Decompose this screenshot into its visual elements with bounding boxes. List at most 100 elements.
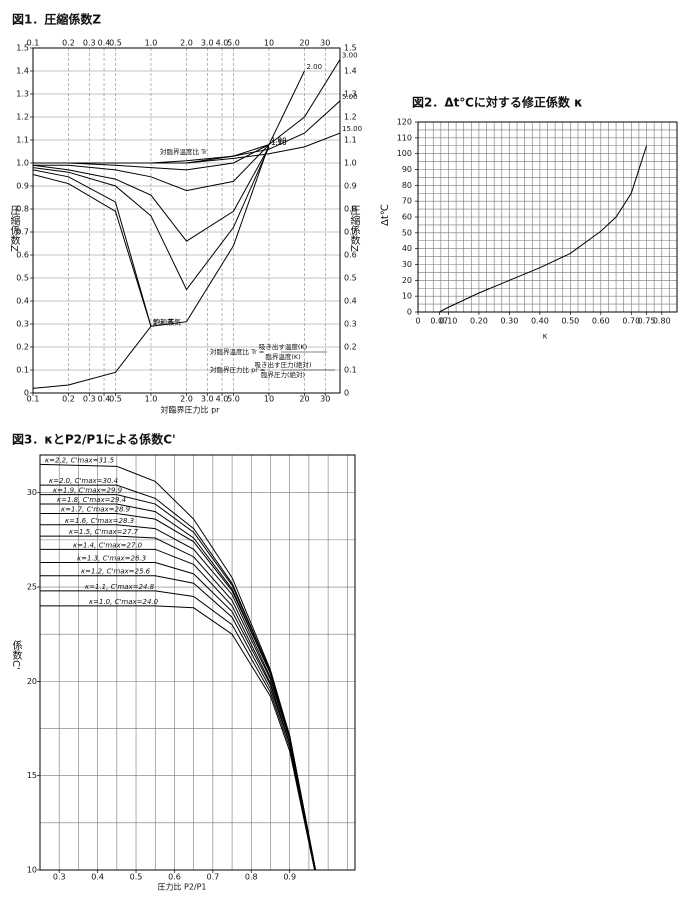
- y-axis-title: 圧縮係数Z: [8, 205, 20, 252]
- x-tick-label-top: 0.4: [98, 39, 111, 48]
- plot-frame: [417, 121, 678, 313]
- x-tick-label: 0.75: [638, 317, 656, 326]
- plot-frame: [39, 454, 356, 871]
- y-tick-label: 0.2: [16, 343, 29, 352]
- annotation: 対臨界温度比 Tr: [160, 147, 207, 156]
- x-tick-label: 0.40: [531, 317, 549, 326]
- x-tick-label: 0.07: [430, 317, 448, 326]
- x-tick-label: 1.0: [145, 395, 158, 404]
- y-tick-label: 120: [397, 118, 412, 127]
- annotation: 対臨界圧力比 pr =: [210, 365, 265, 374]
- annotation: 対臨界温度比 Tr =: [210, 347, 264, 356]
- y-tick-label: 0: [24, 389, 29, 398]
- x-tick-label: 0.5: [109, 395, 122, 404]
- curve: [40, 575, 316, 870]
- curve-label: κ=1.6, C'max=28.3: [65, 517, 134, 525]
- x-tick-label-top: 5.0: [227, 39, 240, 48]
- x-tick-label-top: 0.1: [27, 39, 40, 48]
- y-tick-label: 0: [407, 308, 412, 317]
- y-tick-label: 1.3: [16, 90, 29, 99]
- curve: [33, 132, 340, 164]
- curve: [40, 463, 316, 870]
- y-tick-label-right: 0.9: [344, 182, 357, 191]
- x-tick-label-top: 20: [299, 39, 309, 48]
- y-tick-label: 30: [27, 488, 37, 497]
- y-tick-label-right: 0.7: [344, 228, 357, 237]
- x-tick-label: 0.4: [91, 873, 104, 882]
- curve-label: 3.00: [342, 52, 358, 60]
- curve: [33, 174, 152, 327]
- x-tick-label: 0.2: [62, 395, 75, 404]
- curve: [33, 146, 270, 291]
- curve-label: 2.00: [306, 63, 322, 71]
- curve: [33, 146, 270, 242]
- y-tick-label: 40: [402, 244, 412, 253]
- x-tick-label: 0.1: [27, 395, 40, 404]
- y-tick-label-right: 0.8: [344, 205, 357, 214]
- curve-label: κ=2.0, C'max=30.4: [49, 477, 118, 485]
- y-tick-label: 70: [402, 197, 412, 206]
- curve-label: κ=1.2, C'max=25.6: [81, 568, 151, 576]
- y-tick-label-right: 0.3: [344, 320, 357, 329]
- x-tick-label: 3.0: [201, 395, 214, 404]
- y-tick-label: 0.7: [16, 228, 29, 237]
- y-axis-title-right: 圧縮係数Z: [348, 205, 360, 252]
- curve-label: κ=1.9, C'max=29.9: [53, 487, 123, 495]
- curve-label: 1.20: [271, 139, 287, 147]
- y-tick-label-right: 0.1: [344, 366, 357, 375]
- y-tick-label-right: 0.6: [344, 251, 357, 260]
- x-tick-label: 0.50: [561, 317, 579, 326]
- y-tick-label: 50: [402, 228, 412, 237]
- y-tick-label: 25: [27, 583, 37, 592]
- curve: [40, 562, 316, 870]
- x-tick-label-top: 1.0: [145, 39, 158, 48]
- y-tick-label-right: 0.4: [344, 297, 357, 306]
- curve: [40, 605, 316, 870]
- x-tick-label: 0.20: [470, 317, 488, 326]
- y-tick-label: 1.2: [16, 113, 29, 122]
- x-tick-label: 0.30: [501, 317, 519, 326]
- x-tick-label: 0.4: [98, 395, 111, 404]
- y-tick-label: 60: [402, 213, 412, 222]
- curve-label: 1.50: [271, 137, 287, 145]
- x-tick-label: 0.80: [653, 317, 671, 326]
- x-tick-label-top: 0.5: [109, 39, 122, 48]
- x-tick-label-top: 0.3: [83, 39, 96, 48]
- x-tick-label-top: 30: [320, 39, 330, 48]
- y-tick-label-right: 0.5: [344, 274, 357, 283]
- y-tick-label-right: 1.4: [344, 67, 357, 76]
- curve-label: 1.10: [271, 139, 287, 147]
- y-tick-label-right: 1.5: [344, 44, 357, 53]
- y-tick-label: 1.1: [16, 136, 29, 145]
- y-axis-title: 係数C': [10, 640, 22, 670]
- y-tick-label: 0.8: [16, 205, 29, 214]
- curve-label: κ=1.0, C'max=24.0: [89, 598, 159, 606]
- x-tick-label: 0.10: [440, 317, 458, 326]
- x-tick-label: 0.3: [83, 395, 96, 404]
- x-tick-label: 0.3: [53, 873, 66, 882]
- y-tick-label: 15: [27, 771, 37, 780]
- curve-label: κ=1.4, C'max=27.0: [73, 541, 143, 549]
- curve-label: 15.00: [342, 125, 362, 133]
- y-tick-label: 0.3: [16, 320, 29, 329]
- x-tick-label-top: 2.0: [180, 39, 193, 48]
- y-tick-label: 1.0: [16, 159, 29, 168]
- y-tick-label: 100: [397, 149, 412, 158]
- annotation: 吸き出す温度(K): [259, 342, 307, 351]
- x-tick-label-top: 10: [264, 39, 274, 48]
- curve-label: 飽和液: [153, 317, 174, 326]
- y-tick-label-right: 1.1: [344, 136, 357, 145]
- y-tick-label: 10: [402, 292, 412, 301]
- y-tick-label: 0.9: [16, 182, 29, 191]
- x-tick-label: 4.0: [216, 395, 229, 404]
- y-tick-label: 0.6: [16, 251, 29, 260]
- y-tick-label: 20: [27, 677, 37, 686]
- y-tick-label: 10: [27, 866, 37, 875]
- x-axis-title: 圧力比 P2/P1: [157, 882, 206, 892]
- x-tick-label-top: 4.0: [216, 39, 229, 48]
- annotation: 吸き出す圧力(絶対): [254, 360, 311, 369]
- y-tick-label-right: 0: [344, 389, 349, 398]
- curve: [33, 144, 270, 192]
- y-tick-label: 1.5: [16, 44, 29, 53]
